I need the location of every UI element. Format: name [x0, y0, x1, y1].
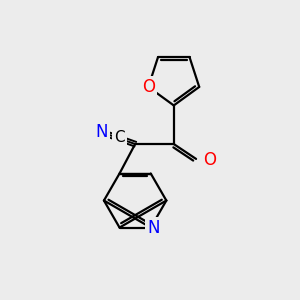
Text: N: N — [148, 219, 160, 237]
Text: N: N — [95, 123, 108, 141]
Text: O: O — [203, 152, 217, 169]
Text: O: O — [142, 78, 155, 96]
Text: C: C — [114, 130, 125, 145]
